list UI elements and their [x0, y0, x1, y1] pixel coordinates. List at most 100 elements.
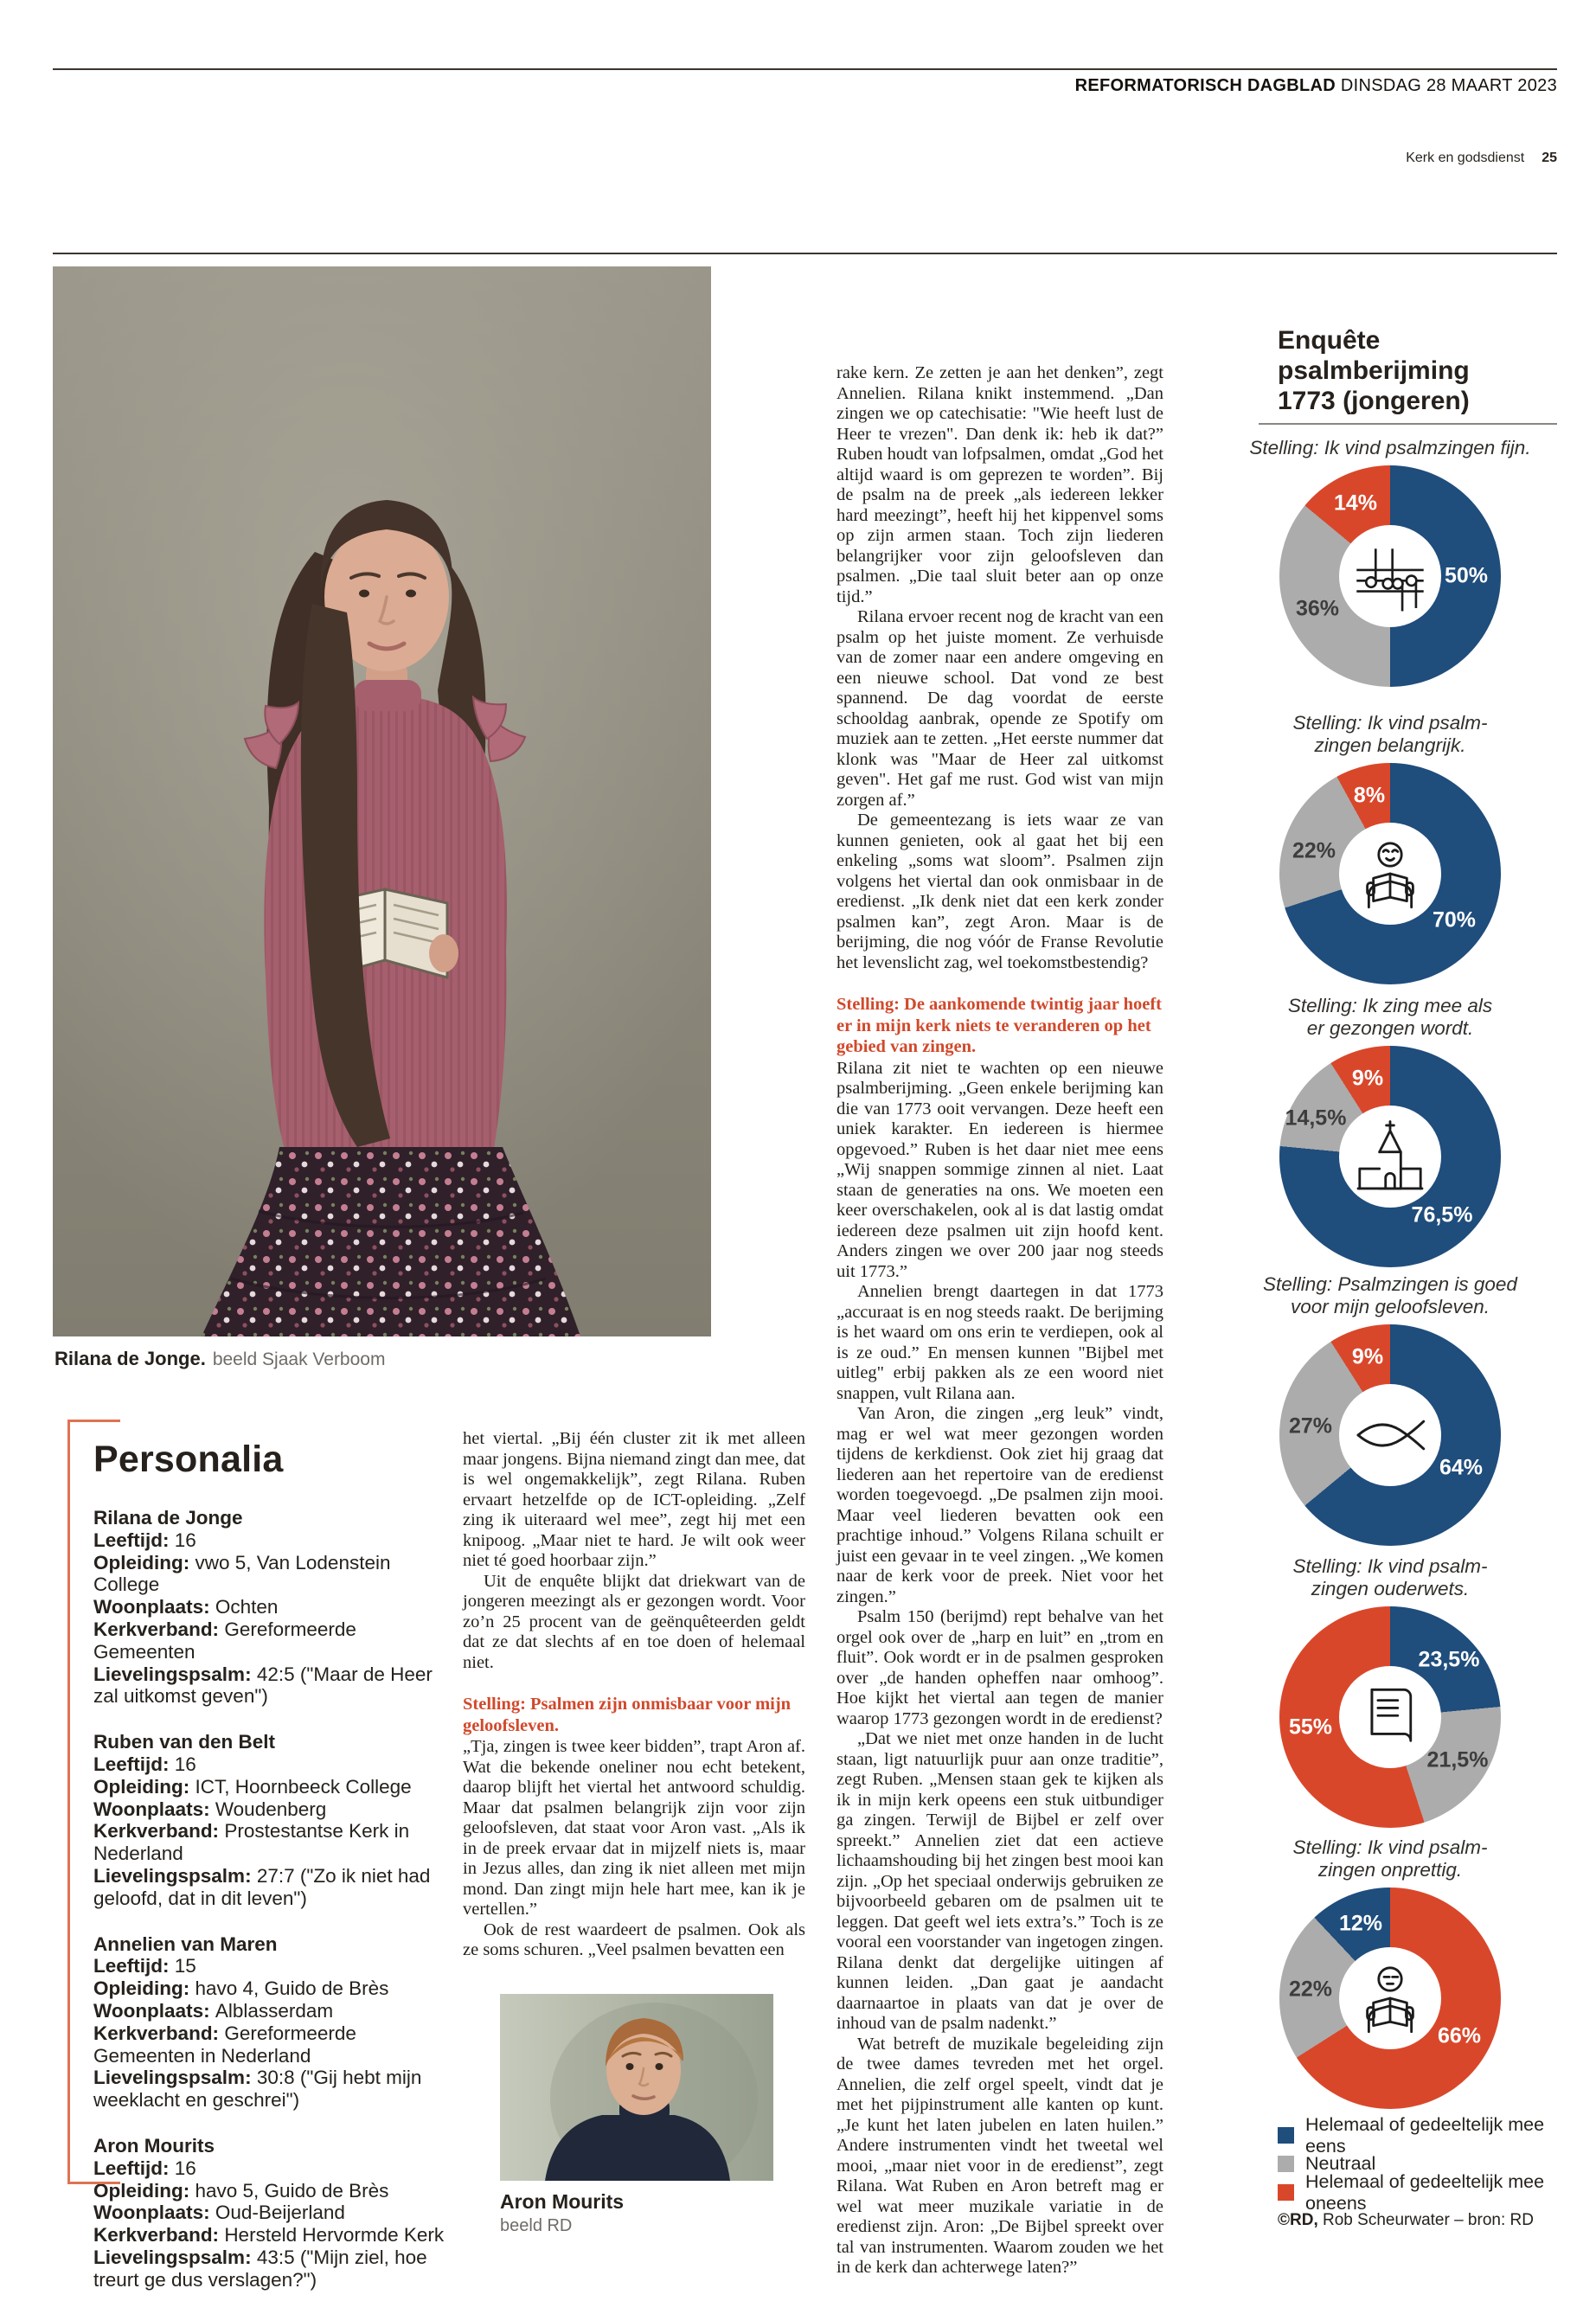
article-paragraph: Van Aron, die zingen „erg leuk” vindt, m…: [836, 1404, 1163, 1606]
personalia-field: Kerkverband: Hersteld Hervormde Kerk: [93, 2224, 445, 2247]
personalia-field: Kerkverband: Gereformeerde Gemeenten: [93, 1618, 356, 1663]
personalia-field: Opleiding: havo 5, Guido de Brès: [93, 2179, 389, 2202]
personalia-field: Woonplaats: Oud-Beijerland: [93, 2202, 345, 2224]
personalia-field: Lievelingspsalm: 30:8 ("Gij hebt mijn we…: [93, 2067, 422, 2112]
aron-caption-name: Aron Mourits: [500, 2190, 625, 2213]
article-paragraph: „Dat we niet met onze handen in de lucht…: [836, 1729, 1163, 2033]
personalia-field: Woonplaats: Ochten: [93, 1596, 279, 1618]
aron-photo-illustration: [500, 1994, 773, 2181]
personalia-field: Leeftijd: 16: [93, 1529, 196, 1551]
legend-item: Helemaal of gedeeltelijk mee eens: [1278, 2114, 1572, 2157]
aron-photo: [500, 1994, 773, 2181]
chart-title: Stelling: Psalmzingen is goed voor mijn …: [1263, 1273, 1517, 1317]
slice-label: 70%: [1432, 907, 1477, 933]
photo-caption: Rilana de Jonge. beeld Sjaak Verboom: [54, 1348, 385, 1370]
singing-person-icon: [1339, 823, 1441, 925]
article-paragraph: Uit de enquête blijkt dat driekwart van …: [463, 1571, 805, 1672]
masthead-title: REFORMATORISCH DAGBLAD: [1074, 76, 1336, 95]
reading-person-icon: [1339, 1947, 1441, 2049]
photo-caption-name: Rilana de Jonge.: [54, 1348, 206, 1369]
article-paragraph: het viertal. „Bij één cluster zit ik met…: [463, 1429, 805, 1570]
personalia-entry: Aron Mourits Leeftijd: 16 Opleiding: havo …: [93, 2135, 449, 2291]
personalia-field: Opleiding: ICT, Hoornbeeck College: [93, 1775, 412, 1798]
survey-chart: Stelling: Ik zing mee als er gezongen wo…: [1243, 995, 1537, 1267]
personalia-field: Opleiding: vwo 5, Van Lodenstein College: [93, 1551, 391, 1596]
chart-title: Stelling: Ik vind psalm- zingen belangri…: [1292, 712, 1488, 756]
survey-chart: Stelling: Psalmzingen is goed voor mijn …: [1243, 1273, 1537, 1546]
slice-label: 12%: [1338, 1911, 1383, 1936]
slice-label: 9%: [1351, 1344, 1384, 1369]
slice-label: 21,5%: [1426, 1747, 1489, 1772]
legend-item: Neutraal: [1278, 2150, 1572, 2178]
section-title: Kerk en godsdienst: [1406, 151, 1525, 165]
personalia-field: Kerkverband: Gereformeerde Gemeenten in …: [93, 2022, 356, 2067]
donut-chart: 50% 36% 14%: [1279, 465, 1501, 687]
article-paragraph: Rilana ervoer recent nog de kracht van e…: [836, 607, 1163, 810]
personalia-field: Lievelingspsalm: 43:5 ("Mijn ziel, hoe t…: [93, 2246, 427, 2291]
survey-title: Enquête psalmberijming 1773 (jongeren): [1278, 326, 1470, 415]
donut-chart: 70% 22% 8%: [1279, 763, 1501, 984]
slice-label: 27%: [1288, 1413, 1333, 1439]
personalia-field: Woonplaats: Alblasserdam: [93, 1999, 334, 2022]
personalia-name: Rilana de Jonge: [93, 1507, 243, 1529]
personalia-field: Lievelingspsalm: 27:7 ("Zo ik niet had g…: [93, 1864, 431, 1909]
legend-item: Helemaal of gedeeltelijk mee oneens: [1278, 2171, 1572, 2214]
donut-chart: 64% 27% 9%: [1279, 1324, 1501, 1546]
slice-label: 22%: [1292, 838, 1336, 863]
slice-label: 36%: [1295, 596, 1340, 621]
survey-credit-bold: ©RD,: [1278, 2211, 1318, 2229]
slice-label: 76,5%: [1411, 1202, 1473, 1227]
page-number: 25: [1542, 151, 1557, 165]
personalia-title: Personalia: [93, 1439, 284, 1480]
survey-credit: ©RD, Rob Scheurwater – bron: RD: [1278, 2211, 1534, 2230]
survey-panel: Enquête psalmberijming 1773 (jongeren) S…: [1243, 0, 1572, 2301]
masthead-date: DINSDAG 28 MAART 2023: [1340, 76, 1557, 95]
legend-label: Neutraal: [1305, 2153, 1376, 2174]
survey-chart: Stelling: Ik vind psalm- zingen ouderwet…: [1243, 1555, 1537, 1828]
music-notes-icon: [1339, 525, 1441, 627]
rilana-photo: [53, 266, 711, 1336]
slice-label: 8%: [1353, 783, 1386, 808]
book-icon: [1339, 1666, 1441, 1768]
slice-label: 9%: [1351, 1066, 1384, 1091]
article-paragraph: Wat betreft de muzikale begeleiding zijn…: [836, 2034, 1163, 2278]
chart-title: Stelling: Ik vind psalm- zingen onpretti…: [1292, 1836, 1488, 1881]
section-rule: [53, 253, 1557, 254]
photo-caption-credit: beeld Sjaak Verboom: [212, 1349, 386, 1369]
article-paragraph: rake kern. Ze zetten je aan het denken”,…: [836, 363, 1163, 606]
legend-swatch: [1278, 2156, 1294, 2172]
stelling-subhead: Stelling: Psalmen zijn onmisbaar voor mi…: [463, 1695, 792, 1735]
article-column-middle: het viertal. „Bij één cluster zit ik met…: [463, 1429, 805, 1961]
survey-credit-rest: Rob Scheurwater – bron: RD: [1317, 2211, 1534, 2229]
legend-label: Helemaal of gedeeltelijk mee eens: [1305, 2113, 1545, 2157]
chart-title: Stelling: Ik vind psalm- zingen ouderwet…: [1292, 1555, 1488, 1599]
personalia-field: Leeftijd: 16: [93, 1753, 196, 1775]
personalia-list: Rilana de Jonge Leeftijd: 16 Opleiding: vw…: [93, 1507, 449, 2291]
slice-label: 14,5%: [1285, 1106, 1347, 1131]
personalia-name: Aron Mourits: [93, 2134, 215, 2157]
article-paragraph: Psalm 150 (berijmd) rept behalve van het…: [836, 1607, 1163, 1728]
article-paragraph: „Tja, zingen is twee keer bidden”, trapt…: [463, 1737, 805, 1919]
slice-label: 23,5%: [1418, 1647, 1480, 1672]
legend-swatch: [1278, 2184, 1294, 2201]
donut-chart: 66% 22% 12%: [1279, 1888, 1501, 2109]
personalia-name: Annelien van Maren: [93, 1932, 278, 1955]
personalia-entry: Ruben van den Belt Leeftijd: 16 Opleiding:…: [93, 1731, 449, 1909]
slice-label: 55%: [1288, 1715, 1333, 1740]
article-paragraph: Annelien brengt daartegen in dat 1773 „a…: [836, 1282, 1163, 1403]
donut-chart: 76,5% 14,5% 9%: [1279, 1046, 1501, 1267]
masthead: REFORMATORISCH DAGBLAD DINSDAG 28 MAART …: [1075, 76, 1557, 96]
fish-icon: [1339, 1384, 1441, 1486]
slice-label: 50%: [1444, 563, 1489, 588]
church-icon: [1339, 1106, 1441, 1208]
personalia-field: Leeftijd: 15: [93, 1955, 196, 1977]
legend-swatch: [1278, 2127, 1294, 2144]
survey-chart: Stelling: Ik vind psalm- zingen onpretti…: [1243, 1836, 1537, 2109]
personalia-field: Kerkverband: Prostestantse Kerk in Neder…: [93, 1820, 410, 1865]
article-paragraph: Rilana zit niet te wachten op een nieuwe…: [836, 1058, 1163, 1281]
survey-chart: Stelling: Ik vind psalmzingen fijn. 50% 36…: [1243, 437, 1537, 687]
article-column-main: rake kern. Ze zetten je aan het denken”,…: [836, 363, 1163, 2279]
personalia-field: Leeftijd: 16: [93, 2157, 196, 2179]
masthead-rule: [53, 68, 1557, 70]
